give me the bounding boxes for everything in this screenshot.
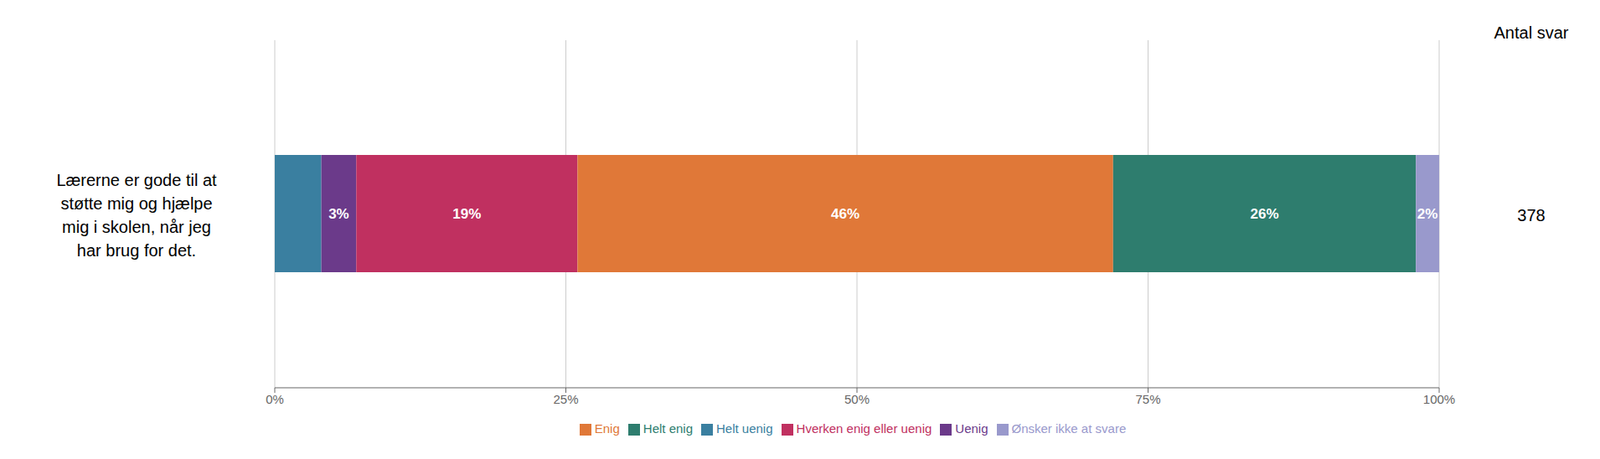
svg-text:75%: 75%	[1135, 392, 1161, 407]
html-text:Antal svar: Antal svar	[1494, 23, 1569, 42]
svg-text:26%: 26%	[1249, 206, 1279, 222]
html-text:Ønsker ikke at svare: Ønsker ikke at svare	[1011, 421, 1127, 436]
svg-text:0%: 0%	[265, 392, 284, 407]
svg-text:50%: 50%	[844, 392, 870, 407]
html-text:378: 378	[1517, 205, 1546, 225]
svg-text:19%: 19%	[452, 206, 481, 222]
svg-text:100%: 100%	[1423, 392, 1456, 407]
html-text:Helt enig: Helt enig	[643, 421, 693, 436]
svg-text:3%: 3%	[328, 206, 350, 222]
html-text:Lærerne er gode til at støtte: Lærerne er gode til at støtte mig og hjæ…	[56, 170, 217, 260]
html-text:Hverken enig eller uenig: Hverken enig eller uenig	[796, 421, 932, 436]
svg-text:46%: 46%	[830, 206, 860, 222]
svg-text:25%: 25%	[552, 392, 579, 407]
html-text:Helt uenig: Helt uenig	[716, 421, 773, 436]
html-text:Uenig: Uenig	[955, 421, 989, 436]
html-text:Enig: Enig	[594, 421, 620, 436]
svg-text:2%: 2%	[1417, 206, 1439, 222]
